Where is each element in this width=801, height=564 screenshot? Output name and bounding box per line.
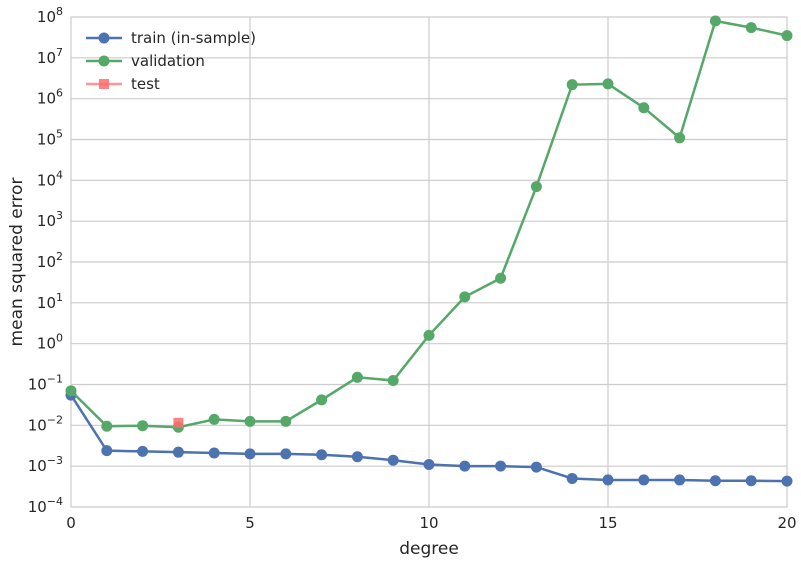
y-tick-label: 10−1 xyxy=(28,373,63,394)
data-point xyxy=(566,472,578,484)
data-point xyxy=(137,445,149,457)
data-point xyxy=(709,15,721,27)
legend-label: train (in-sample) xyxy=(131,29,256,47)
data-point xyxy=(495,460,507,472)
data-point xyxy=(387,375,399,387)
y-tick-label: 108 xyxy=(37,5,63,26)
legend-label: validation xyxy=(131,52,205,70)
data-point xyxy=(602,474,614,486)
legend-item: test xyxy=(86,75,160,93)
y-tick-label: 105 xyxy=(37,128,63,149)
data-point xyxy=(65,385,77,397)
data-point xyxy=(745,22,757,34)
data-point xyxy=(244,448,256,460)
data-point xyxy=(781,30,793,42)
data-point xyxy=(674,132,686,144)
legend-label: test xyxy=(131,75,160,93)
data-point xyxy=(638,102,650,114)
legend-swatch-marker xyxy=(98,32,110,44)
data-point xyxy=(173,417,184,428)
y-tick-label: 102 xyxy=(37,250,63,271)
data-point xyxy=(602,78,614,90)
data-point xyxy=(172,446,184,458)
x-tick-label: 0 xyxy=(66,514,76,532)
data-point xyxy=(351,371,363,383)
x-tick-label: 5 xyxy=(245,514,255,532)
legend-swatch-marker xyxy=(99,79,109,89)
data-point xyxy=(208,447,220,459)
data-point xyxy=(208,413,220,425)
data-point xyxy=(137,420,149,432)
legend-item: validation xyxy=(86,52,205,70)
y-tick-label: 103 xyxy=(37,209,63,230)
data-point xyxy=(459,291,471,303)
grid xyxy=(70,16,788,508)
y-tick-label: 104 xyxy=(37,168,63,189)
y-tick-label: 10−4 xyxy=(28,495,63,516)
data-point xyxy=(530,461,542,473)
series-2 xyxy=(173,417,184,428)
data-point xyxy=(459,460,471,472)
data-point xyxy=(280,448,292,460)
data-point xyxy=(387,454,399,466)
data-point xyxy=(495,272,507,284)
y-axis-label: mean squared error xyxy=(7,178,27,347)
x-tick-label: 10 xyxy=(419,514,438,532)
series-0 xyxy=(65,389,793,487)
legend-swatch-marker xyxy=(98,55,110,67)
data-point xyxy=(781,475,793,487)
x-axis-label: degree xyxy=(399,539,459,559)
y-tick-label: 106 xyxy=(37,87,63,108)
y-tick-label: 101 xyxy=(37,291,63,312)
legend: train (in-sample) validation test xyxy=(86,29,256,93)
data-point xyxy=(638,474,650,486)
data-point xyxy=(101,420,113,432)
data-point xyxy=(745,475,757,487)
data-point xyxy=(280,415,292,427)
data-point xyxy=(709,475,721,487)
legend-item: train (in-sample) xyxy=(86,29,256,47)
data-point xyxy=(530,181,542,193)
data-point xyxy=(101,445,113,457)
data-point xyxy=(351,451,363,463)
y-tick-label: 10−2 xyxy=(28,413,63,434)
y-tick-label: 107 xyxy=(37,46,63,67)
series-1 xyxy=(65,15,793,433)
y-tick-labels: 10−4 10−3 10−2 10−1 100 101 102 103 104 105 106 107… xyxy=(28,5,63,516)
data-point xyxy=(316,449,328,461)
data-point xyxy=(674,474,686,486)
data-point xyxy=(316,394,328,406)
y-tick-label: 100 xyxy=(37,332,63,353)
data-point xyxy=(566,79,578,91)
data-point xyxy=(423,329,435,341)
series-layer xyxy=(65,15,793,487)
y-tick-label: 10−3 xyxy=(28,454,63,475)
data-point xyxy=(423,458,435,470)
x-tick-label: 15 xyxy=(598,514,617,532)
data-point xyxy=(244,415,256,427)
x-tick-label: 20 xyxy=(777,514,796,532)
x-tick-labels: 0 5 10 15 20 xyxy=(66,514,796,532)
